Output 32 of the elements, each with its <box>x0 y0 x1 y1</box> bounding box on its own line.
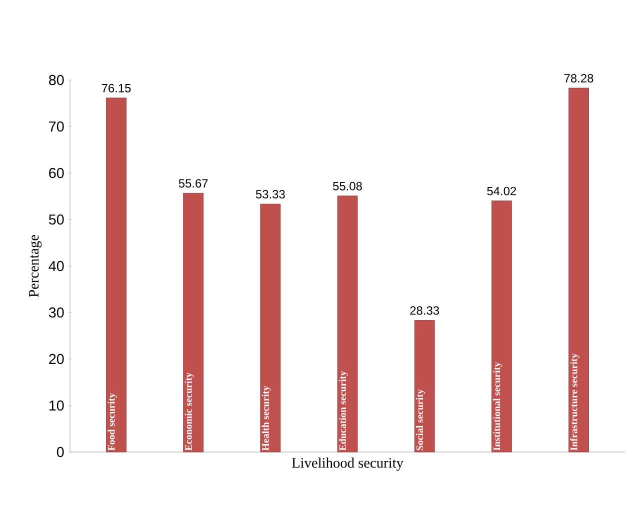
data-label: 55.67 <box>178 179 208 188</box>
x-tick-label: Economic security <box>184 372 194 451</box>
x-tick-label: Infrastructure security <box>570 353 580 450</box>
data-label: 78.28 <box>564 74 594 82</box>
y-tick-label: 10 <box>49 400 64 411</box>
y-tick-label: 20 <box>49 354 64 364</box>
y-axis-title: Percentage <box>29 235 42 298</box>
data-label: 76.15 <box>102 84 131 92</box>
bar <box>568 88 589 452</box>
y-tick-label: 60 <box>49 168 64 178</box>
bar <box>260 204 281 452</box>
y-tick-label: 80 <box>49 74 64 86</box>
data-label: 53.33 <box>256 190 285 198</box>
data-label: 55.08 <box>333 182 362 190</box>
x-tick-label: Education security <box>338 370 348 451</box>
x-tick-label: Social security <box>416 389 426 450</box>
bar <box>183 192 204 452</box>
data-label: 28.33 <box>410 306 440 315</box>
y-tick-label: 0 <box>56 446 64 458</box>
x-axis-title: Livelihood security <box>292 458 404 471</box>
y-tick-label: 70 <box>49 121 64 132</box>
bar <box>414 320 435 452</box>
y-tick-label: 30 <box>48 307 64 318</box>
x-tick-label: Institutional security <box>493 362 502 450</box>
y-tick-label: 40 <box>48 260 64 272</box>
y-tick-label: 50 <box>48 214 64 225</box>
bar <box>106 98 126 452</box>
bar <box>337 196 358 452</box>
x-tick-label: Health security <box>262 386 271 451</box>
bar <box>491 200 512 452</box>
data-label: 54.02 <box>487 186 516 196</box>
x-tick-label: Food security <box>108 393 117 451</box>
